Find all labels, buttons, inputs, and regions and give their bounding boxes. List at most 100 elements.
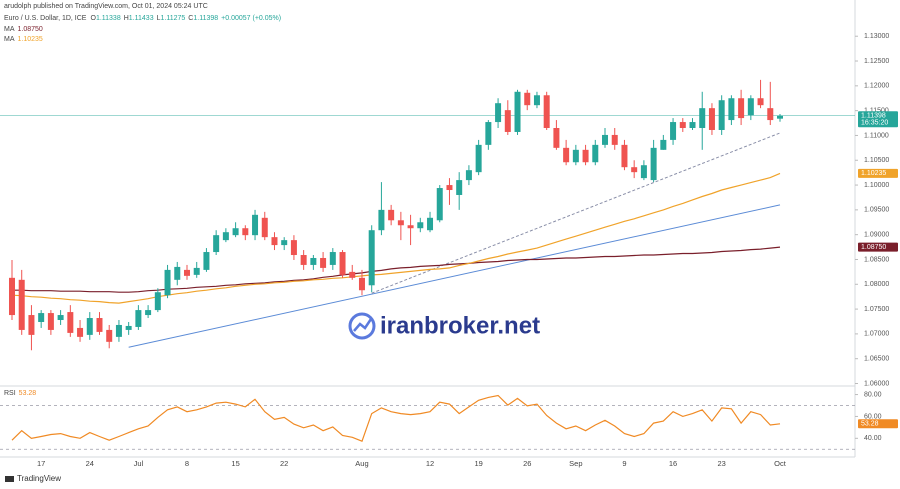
- y-tick-label: 1.12500: [864, 58, 889, 65]
- watermark: [348, 312, 376, 340]
- candle-body: [261, 217, 268, 238]
- candle-body: [446, 185, 453, 191]
- y-tick-label: 1.11500: [864, 107, 889, 114]
- candle-body: [485, 122, 492, 145]
- candle-body: [96, 318, 103, 332]
- y-tick-label: 1.13000: [864, 33, 889, 40]
- candle-body: [300, 255, 307, 265]
- candle-body: [164, 269, 171, 296]
- rsi-title: RSI: [4, 390, 16, 397]
- ohlc-value: 1.11398: [193, 15, 218, 22]
- y-tick-label: 80.00: [864, 391, 882, 398]
- x-tick-label: 8: [185, 459, 189, 468]
- change-value: +0.00057 (+0.05%): [221, 15, 281, 22]
- footer-icon: [5, 476, 14, 482]
- y-tick-label: 1.07500: [864, 306, 889, 313]
- moving-average-line: [11, 172, 781, 304]
- ohlc-label: C: [188, 15, 193, 22]
- ma-price-tag: 1.10235: [861, 170, 886, 177]
- trend-line: [371, 132, 781, 294]
- y-tick-label: 1.09000: [864, 232, 889, 239]
- candle-body: [232, 228, 239, 236]
- candle-body: [242, 228, 249, 236]
- candle-body: [106, 329, 113, 342]
- candle-body: [154, 292, 161, 311]
- candle-body: [650, 147, 657, 181]
- candle-body: [640, 165, 647, 179]
- candle-body: [699, 108, 706, 129]
- candle-body: [436, 188, 443, 221]
- candle-body: [47, 313, 54, 330]
- moving-average-line: [12, 246, 781, 293]
- candle-body: [320, 257, 327, 268]
- y-tick-label: 1.11000: [864, 132, 889, 139]
- x-tick-label: 24: [86, 459, 94, 468]
- price-tag-box: [858, 111, 898, 128]
- candle-body: [670, 122, 677, 140]
- y-tick-label: 40.00: [864, 435, 882, 442]
- x-tick-label: 15: [231, 459, 239, 468]
- watermark-arrow: [353, 318, 373, 332]
- rsi-line: [11, 394, 781, 442]
- ma-price-tag: 1.08750: [861, 244, 886, 251]
- candle-body: [38, 313, 45, 322]
- candle-body: [77, 327, 84, 337]
- ohlc-value: 1.11433: [129, 15, 154, 22]
- candle-body: [67, 312, 74, 333]
- x-tick-label: Oct: [774, 459, 787, 468]
- footer-logo: [5, 476, 14, 482]
- y-tick-label: 1.12000: [864, 83, 889, 90]
- y-tick-label: 1.08500: [864, 256, 889, 263]
- candle-body: [310, 257, 317, 265]
- footer-text: TradingView: [17, 474, 61, 483]
- legend-name: MA: [4, 36, 15, 43]
- price-tag: 1.11398: [861, 113, 886, 120]
- candle-body: [135, 310, 142, 327]
- legend-name: MA: [4, 26, 15, 33]
- x-tick-label: 23: [717, 459, 725, 468]
- candle-body: [543, 95, 550, 129]
- ohlc-label: O: [90, 15, 96, 22]
- candle-body: [125, 325, 132, 330]
- candle-body: [611, 134, 618, 145]
- x-tick-label: 19: [474, 459, 482, 468]
- x-tick-label: Aug: [355, 459, 368, 468]
- candle-body: [582, 149, 589, 163]
- x-tick-label: 17: [37, 459, 45, 468]
- candle-body: [339, 252, 346, 275]
- watermark-text: iranbroker.net: [380, 312, 540, 339]
- candle-body: [349, 271, 356, 278]
- candle-body: [397, 220, 404, 226]
- candle-body: [777, 115, 783, 119]
- candle-body: [407, 225, 414, 229]
- rsi-tag: 53.28: [861, 421, 879, 428]
- candle-body: [329, 252, 336, 265]
- legend-value: 1.08750: [18, 26, 43, 33]
- candle-body: [358, 277, 365, 291]
- candle-body: [631, 167, 638, 173]
- ohlc-label: H: [124, 15, 129, 22]
- candle-body: [621, 144, 628, 168]
- candle-body: [203, 252, 210, 270]
- x-tick-label: 12: [426, 459, 434, 468]
- rsi-value: 53.28: [19, 390, 37, 397]
- candle-body: [738, 98, 745, 119]
- ma-price-tag-box: [858, 168, 898, 178]
- candle-body: [514, 91, 521, 132]
- candle-body: [533, 95, 540, 106]
- candle-body: [271, 237, 278, 246]
- y-tick-label: 1.10500: [864, 157, 889, 164]
- candle-body: [747, 98, 754, 116]
- candle-body: [689, 122, 696, 129]
- rsi-tag-box: [858, 419, 898, 429]
- candle-body: [9, 277, 15, 316]
- candle-body: [174, 266, 181, 280]
- candle-body: [728, 98, 735, 121]
- candle-body: [57, 315, 64, 321]
- candle-body: [524, 92, 531, 106]
- candle-body: [378, 209, 385, 231]
- candle-body: [115, 324, 122, 337]
- candle-body: [504, 110, 511, 132]
